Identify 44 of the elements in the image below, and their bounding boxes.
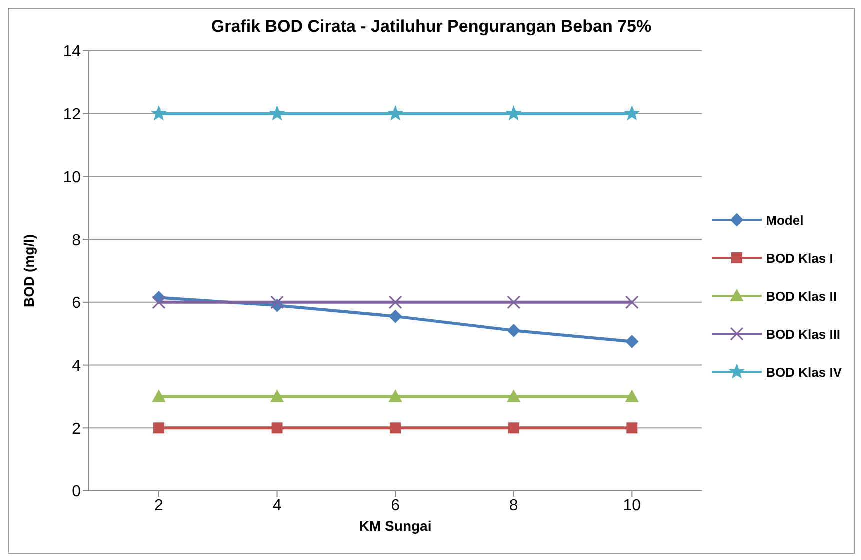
point (626, 390, 639, 402)
point (507, 296, 521, 310)
x-axis-title: KM Sungai (359, 518, 432, 534)
point (625, 296, 639, 310)
point (389, 390, 402, 402)
x-tick-label: 8 (509, 497, 518, 514)
point (272, 422, 283, 434)
point (270, 106, 284, 120)
y-tick-label: 2 (72, 420, 82, 438)
point (152, 106, 166, 120)
point (626, 422, 638, 434)
point (508, 422, 520, 434)
y-tick-label: 0 (72, 484, 82, 501)
x-tick-label: 10 (623, 497, 642, 514)
y-tick-label: 12 (63, 106, 82, 124)
chart-title: Grafik BOD Cirata - Jatiluhur Pengurangan Beban 75% (210, 16, 653, 38)
y-tick-label: 14 (63, 44, 82, 61)
x-tick-label: 4 (272, 497, 282, 514)
point (270, 390, 284, 402)
point (152, 390, 166, 402)
point (388, 296, 402, 310)
point (152, 296, 166, 310)
legend-label: BOD Klas IV (766, 364, 842, 380)
y-tick-label: 6 (72, 295, 82, 312)
point (388, 106, 403, 120)
point (389, 310, 402, 324)
y-axis-title: BOD (mg/l) (20, 234, 37, 308)
point (507, 390, 520, 402)
point (626, 335, 639, 348)
point (270, 296, 284, 310)
point (390, 422, 402, 434)
x-tick-label: 6 (391, 497, 400, 514)
point (506, 106, 522, 120)
legend-label: BOD Klas II (766, 288, 837, 304)
point (507, 324, 520, 338)
legend-label: BOD Klas III (766, 326, 841, 342)
y-tick-label: 8 (72, 232, 82, 250)
y-tick-label: 4 (72, 358, 82, 375)
y-tick-label: 10 (63, 169, 82, 186)
legend-label: Model (766, 212, 804, 228)
point (624, 106, 640, 120)
x-tick-label: 2 (154, 497, 164, 514)
legend-label: BOD Klas I (766, 250, 834, 266)
point (154, 422, 164, 434)
